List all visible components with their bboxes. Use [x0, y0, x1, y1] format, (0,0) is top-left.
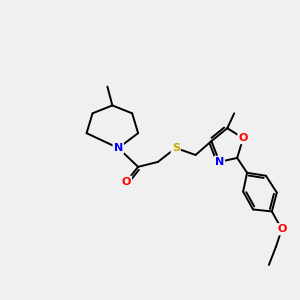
Text: O: O	[122, 177, 131, 187]
Text: N: N	[215, 157, 224, 167]
Text: O: O	[277, 224, 286, 234]
Text: S: S	[172, 143, 180, 153]
Text: N: N	[114, 143, 123, 153]
Text: O: O	[238, 133, 248, 143]
